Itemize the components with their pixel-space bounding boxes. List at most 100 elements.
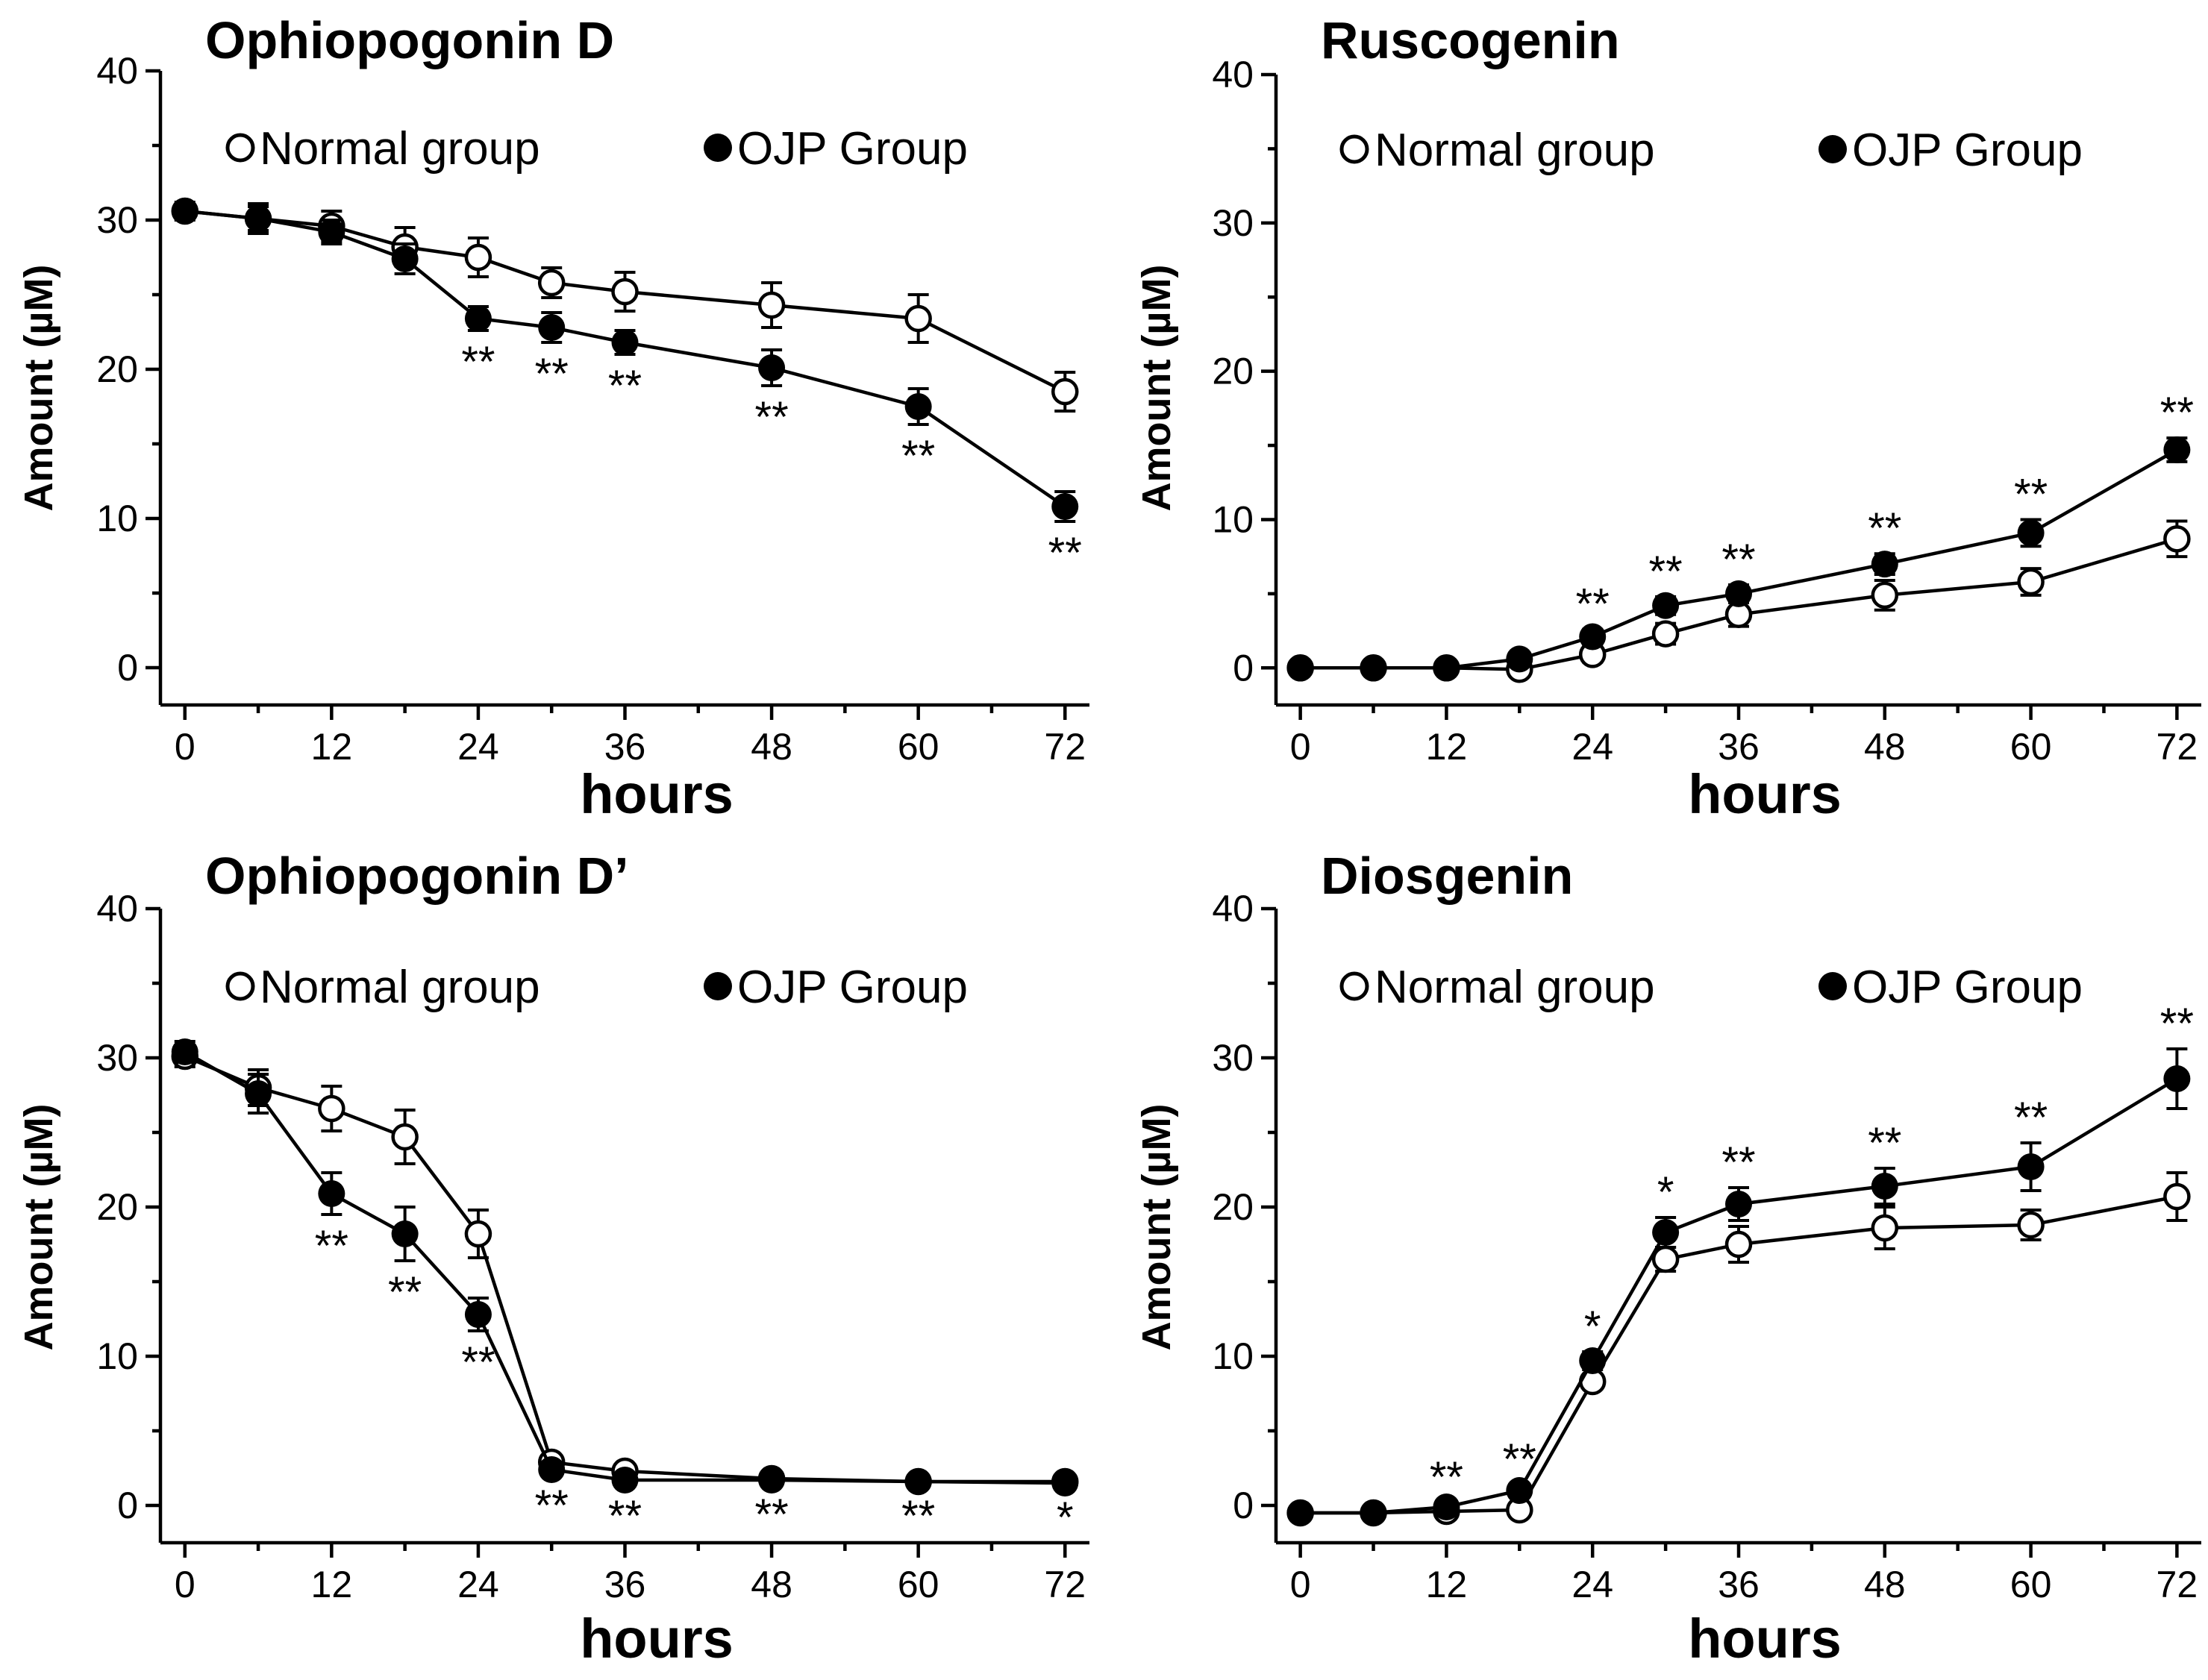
data-point-ojp: [758, 354, 786, 381]
x-tick-label: 0: [175, 1564, 196, 1605]
significance-marker: *: [1657, 1168, 1674, 1217]
data-point-ojp: [1506, 645, 1533, 673]
series-line-normal: [184, 209, 1066, 394]
x-tick-label: 48: [751, 726, 792, 768]
y-tick-label: 0: [117, 1485, 138, 1526]
plot-area: 0 10 20 30 40 0 12 24 36 48 60 72 ** ** ** ** ** **: [1212, 54, 2201, 768]
x-tick-label: 12: [311, 1564, 353, 1605]
y-tick-label: 0: [1233, 647, 1254, 689]
panel-title: Ophiopogonin D: [205, 11, 614, 69]
data-point-ojp: [1360, 654, 1387, 682]
data-point-ojp: [611, 1467, 639, 1493]
data-point-normal: [2163, 525, 2191, 553]
y-tick-label: 30: [1212, 1037, 1254, 1079]
y-tick-label: 20: [1212, 1186, 1254, 1228]
x-tick-label: 36: [1718, 1564, 1760, 1605]
data-point-ojp: [245, 205, 272, 232]
series-line-normal: [1300, 1194, 2177, 1515]
legend-label-normal: Normal group: [1374, 125, 1655, 176]
data-point-ojp: [1871, 1173, 1898, 1200]
data-point-normal: [1724, 1230, 1753, 1259]
y-tick-label: 30: [1212, 202, 1254, 244]
legend-marker-normal: [225, 971, 255, 1001]
significance-marker: **: [461, 1338, 495, 1387]
legend: Normal group OJP Group: [225, 123, 968, 175]
data-point-ojp: [1286, 1499, 1314, 1526]
data-point-normal: [1871, 1214, 1899, 1242]
data-point-ojp: [391, 1220, 419, 1247]
y-axis-label: Amount (µM): [1134, 1103, 1179, 1350]
data-point-ojp: [1579, 623, 1607, 651]
significance-marker: **: [1721, 536, 1755, 584]
x-tick-label: 12: [1426, 1564, 1468, 1605]
y-tick-label: 10: [1212, 498, 1254, 540]
panel-ophiopogonin-d-prime: Ophiopogonin D’ Amount (µM) hours Normal…: [16, 847, 1089, 1670]
significance-marker: **: [1576, 580, 1610, 629]
panel-title: Ophiopogonin D’: [205, 847, 629, 905]
x-axis-label: hours: [580, 1608, 734, 1670]
data-point-ojp: [538, 1456, 566, 1483]
legend-label-ojp: OJP Group: [737, 123, 968, 175]
x-tick-label: 24: [457, 726, 499, 768]
legend-label-ojp: OJP Group: [737, 962, 968, 1013]
data-point-ojp: [1051, 493, 1079, 520]
x-tick-label: 60: [2010, 1564, 2052, 1605]
panel-title: Ruscogenin: [1321, 11, 1620, 69]
legend-label-normal: Normal group: [260, 962, 540, 1013]
data-point-ojp: [1579, 1347, 1607, 1374]
significance-marker: **: [388, 1268, 422, 1317]
y-tick-label: 10: [96, 1335, 138, 1377]
data-point-ojp: [318, 219, 345, 245]
data-point-ojp: [1051, 1470, 1079, 1496]
x-tick-label: 36: [604, 1564, 646, 1605]
x-tick-label: 60: [898, 726, 939, 768]
data-point-normal: [1871, 581, 1899, 609]
y-tick-label: 40: [1212, 54, 1254, 95]
significance-marker: **: [535, 1482, 569, 1530]
legend-marker-ojp: [704, 972, 732, 1000]
significance-marker: **: [535, 350, 569, 398]
data-point-ojp: [1360, 1499, 1387, 1526]
x-tick-label: 36: [604, 726, 646, 768]
x-tick-label: 48: [1864, 1564, 1906, 1605]
data-point-normal: [318, 1094, 345, 1123]
significance-marker: **: [1503, 1435, 1536, 1484]
x-axis-label: hours: [1688, 763, 1842, 825]
data-point-ojp: [904, 1468, 932, 1495]
legend-marker-normal: [1339, 971, 1369, 1001]
data-point-normal: [464, 243, 492, 272]
x-axis-label: hours: [1688, 1608, 1842, 1670]
panel-ruscogenin: Ruscogenin Amount (µM) hours Normal grou…: [1134, 11, 2201, 825]
data-point-normal: [391, 1123, 419, 1151]
x-tick-label: 0: [175, 726, 196, 768]
legend-marker-ojp: [1818, 135, 1847, 163]
x-tick-label: 72: [2157, 726, 2198, 768]
significance-marker: **: [1868, 1119, 1901, 1167]
x-axis-label: hours: [580, 763, 734, 825]
significance-marker: **: [2160, 389, 2194, 437]
series-line-ojp: [1300, 1077, 2178, 1515]
x-tick-label: 72: [2157, 1564, 2198, 1605]
significance-marker: **: [901, 1492, 935, 1540]
x-tick-label: 72: [1044, 1564, 1086, 1605]
data-point-ojp: [538, 314, 566, 341]
x-tick-label: 0: [1290, 726, 1311, 768]
data-point-normal: [1651, 620, 1680, 648]
data-point-ojp: [611, 329, 639, 356]
x-tick-label: 0: [1290, 1564, 1311, 1605]
y-tick-label: 20: [96, 1186, 138, 1228]
significance-marker: **: [1868, 504, 1901, 553]
legend: Normal group OJP Group: [1339, 125, 2083, 176]
significance-marker: **: [755, 393, 789, 442]
y-tick-label: 0: [117, 647, 138, 689]
significance-marker: **: [2014, 470, 2048, 518]
data-point-ojp: [904, 393, 932, 420]
legend: Normal group OJP Group: [225, 962, 968, 1013]
legend-label-ojp: OJP Group: [1852, 962, 2083, 1013]
significance-marker: *: [1584, 1303, 1601, 1351]
data-point-normal: [1051, 377, 1079, 406]
x-tick-label: 24: [1571, 726, 1613, 768]
significance-marker: **: [461, 338, 495, 386]
